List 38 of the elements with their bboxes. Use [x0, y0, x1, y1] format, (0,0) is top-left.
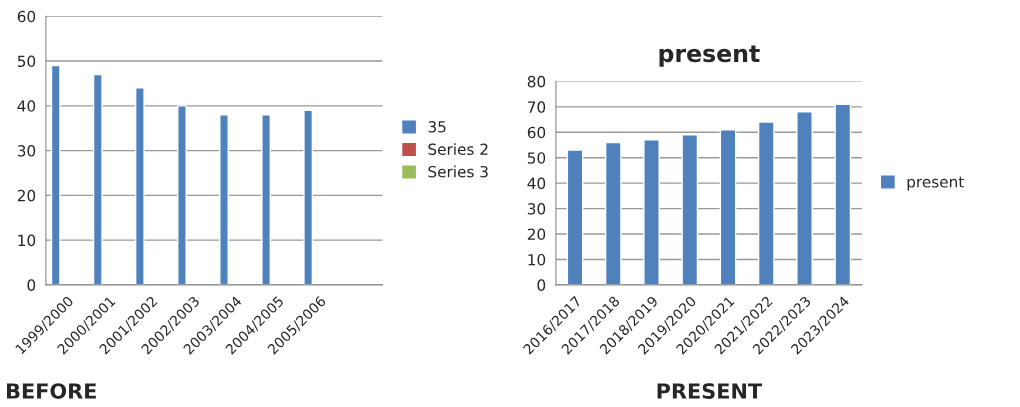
y-tick-label: 10	[18, 234, 36, 247]
y-tick-label: 40	[527, 177, 546, 190]
chart-title: present	[659, 45, 760, 67]
y-tick-label: 10	[528, 253, 546, 266]
y-tick-label: 50	[527, 152, 546, 164]
bar	[134, 87, 145, 285]
y-tick-label: 20	[17, 189, 36, 202]
y-tick-label: 60	[527, 126, 546, 139]
legend-label: present	[907, 176, 964, 191]
bar	[177, 105, 187, 285]
bar	[303, 109, 314, 285]
legend-label: 35	[428, 121, 446, 133]
bar	[719, 129, 737, 285]
bar	[834, 103, 852, 285]
bar	[757, 121, 775, 285]
bar	[604, 141, 622, 285]
y-tick-label: 0	[537, 279, 546, 291]
y-tick-label: 0	[27, 279, 36, 291]
y-tick-label: 30	[17, 145, 36, 157]
bar	[92, 73, 103, 285]
y-tick-label: 30	[527, 203, 546, 215]
bar	[219, 114, 229, 285]
y-tick-label: 50	[17, 55, 36, 68]
text: BEFORE	[7, 383, 96, 399]
legend-label: Series 2	[428, 143, 488, 156]
bar	[566, 149, 584, 285]
y-tick-label: 20	[527, 228, 546, 241]
bar	[261, 114, 271, 285]
y-tick-label: 60	[17, 10, 36, 23]
y-tick-label: 70	[527, 101, 546, 113]
bar	[50, 64, 61, 285]
y-tick-label: 40	[17, 100, 36, 112]
bar	[796, 111, 813, 285]
text: PRESENT	[657, 383, 762, 399]
y-tick-label: 80	[527, 75, 546, 88]
legend-label: Series 3	[428, 165, 488, 178]
bar	[681, 134, 699, 285]
bar	[643, 139, 660, 285]
